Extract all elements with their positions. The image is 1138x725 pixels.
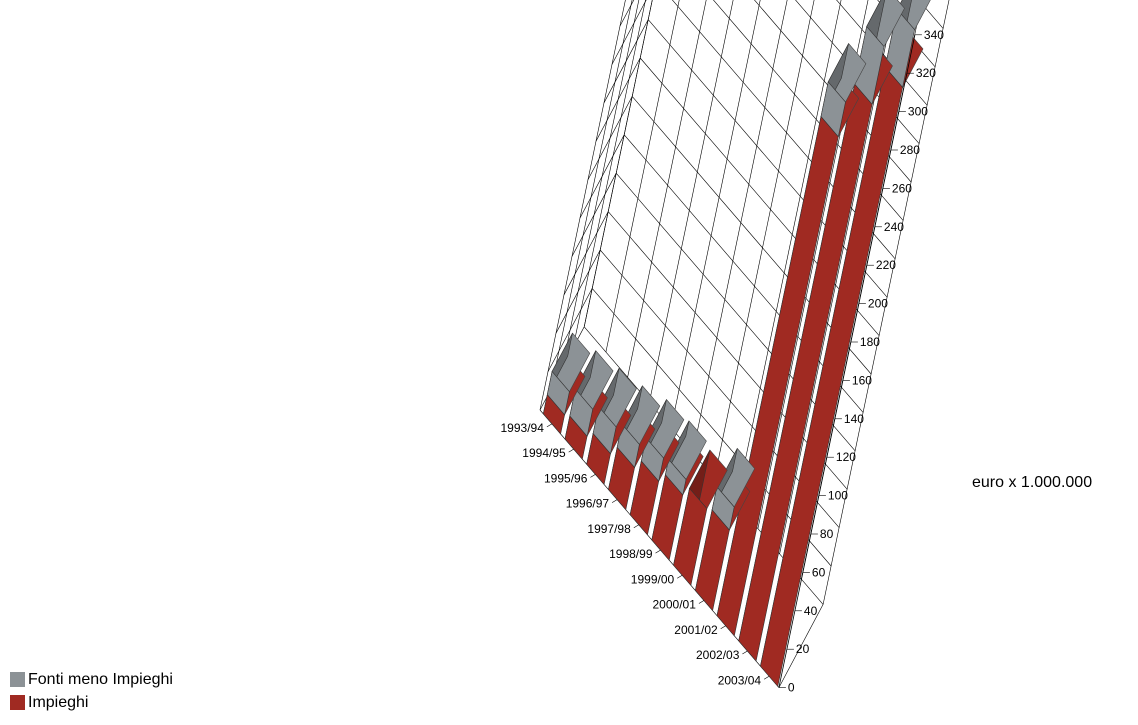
- legend-swatch-red: [10, 695, 25, 710]
- bar-impieghi-1999/00-front: [673, 487, 708, 587]
- value-tick-label: 60: [812, 565, 826, 579]
- value-axis-title: euro x 1.000.000: [972, 474, 1092, 491]
- value-tick-label: 140: [844, 412, 864, 426]
- gridline-vertical: [572, 0, 646, 348]
- gridline-vertical: [583, 0, 653, 327]
- bar-fonti-meno-impieghi-2000/01-front: [711, 486, 735, 531]
- category-tick: [720, 625, 726, 630]
- category-label: 2002/03: [696, 648, 740, 662]
- legend-label: Fonti meno Impieghi: [28, 670, 173, 688]
- value-tick-label: 320: [916, 66, 936, 80]
- gridline-vertical: [627, 0, 707, 378]
- category-label: 2001/02: [674, 623, 718, 637]
- category-tick: [655, 549, 661, 554]
- gridline-vertical: [670, 0, 761, 428]
- category-tick: [763, 676, 770, 680]
- gridline-vertical: [561, 0, 640, 369]
- category-axis: 1993/94 1994/95 1995/96 1996/97 1997/98 1998/…: [501, 421, 770, 687]
- category-label: 1994/95: [522, 446, 566, 460]
- category-label: 1999/00: [631, 572, 675, 586]
- category-label: 2003/04: [718, 673, 762, 687]
- value-tick-label: 160: [852, 373, 872, 387]
- category-label: 1998/99: [609, 547, 653, 561]
- legend-item-fonti-meno-impieghi: Fonti meno Impieghi: [10, 668, 173, 691]
- value-tick-label: 300: [908, 105, 928, 119]
- gridline-vertical: [550, 0, 633, 390]
- value-tick-label: 220: [876, 258, 896, 272]
- bar-fonti-meno-impieghi-2001/02-front: [820, 81, 846, 138]
- gridline-vertical: [539, 0, 626, 411]
- gridline-vertical: [714, 0, 815, 479]
- value-tick-label: 340: [924, 28, 944, 42]
- value-tick-label: 200: [868, 297, 888, 311]
- value-tick-label: 80: [820, 527, 834, 541]
- category-tick: [742, 650, 748, 655]
- category-label: 2000/01: [653, 598, 697, 612]
- category-label: 1995/96: [544, 471, 588, 485]
- category-label: 1997/98: [587, 522, 631, 536]
- value-tick-label: 240: [884, 220, 904, 234]
- legend-label: Impieghi: [28, 693, 89, 711]
- category-tick: [611, 499, 618, 503]
- category-tick: [568, 448, 574, 453]
- bar-fonti-meno-impieghi-2002/03-front: [854, 25, 885, 105]
- gridline-vertical: [735, 0, 842, 504]
- gridline-vertical: [605, 0, 680, 353]
- value-tick-label: 180: [860, 335, 880, 349]
- category-tick: [677, 575, 683, 579]
- value-axis-line: [778, 34, 916, 688]
- value-tick-label: 260: [892, 181, 912, 195]
- floor-edge: [778, 604, 824, 688]
- value-tick-label: 40: [804, 604, 818, 618]
- category-tick: [698, 600, 705, 604]
- value-tick-label: 0: [788, 681, 795, 695]
- bar-fonti-meno-impieghi-1993/94-front: [546, 370, 570, 416]
- category-tick: [590, 474, 596, 478]
- category-label: 1993/94: [501, 421, 545, 435]
- value-tick-label: 120: [836, 450, 856, 464]
- gridline-left-wall: [619, 0, 635, 27]
- chart-bars: [542, 0, 931, 688]
- category-tick: [633, 524, 639, 529]
- chart-legend: Fonti meno Impieghi Impieghi: [10, 668, 173, 714]
- gridline-vertical: [822, 0, 950, 605]
- category-label: 1996/97: [566, 497, 610, 511]
- value-tick-label: 280: [900, 143, 920, 157]
- value-tick-label: 20: [796, 642, 810, 656]
- category-tick: [546, 423, 553, 428]
- value-axis: 0 20 40 60 80 100 120 140 160 180 200 220 240 260 280 3…: [778, 28, 944, 695]
- gridline-vertical: [649, 0, 734, 403]
- value-tick-label: 100: [828, 489, 848, 503]
- legend-swatch-grey: [10, 672, 25, 687]
- gridline-vertical: [757, 0, 869, 529]
- legend-item-impieghi: Impieghi: [10, 691, 173, 714]
- gridline-vertical: [692, 0, 788, 454]
